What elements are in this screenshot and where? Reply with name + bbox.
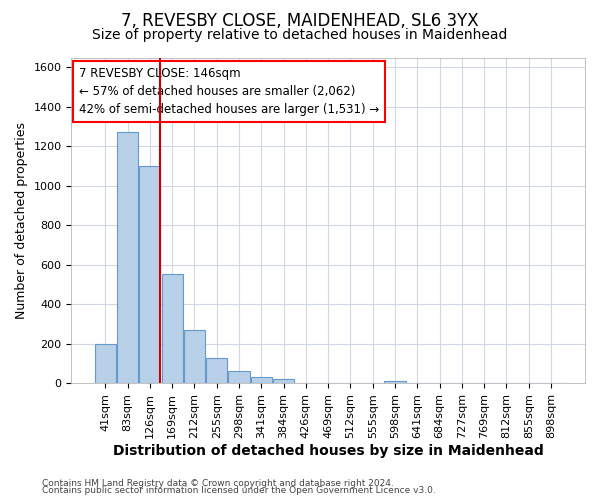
Bar — [206, 358, 227, 383]
Text: 7, REVESBY CLOSE, MAIDENHEAD, SL6 3YX: 7, REVESBY CLOSE, MAIDENHEAD, SL6 3YX — [121, 12, 479, 30]
Text: 7 REVESBY CLOSE: 146sqm
← 57% of detached houses are smaller (2,062)
42% of semi: 7 REVESBY CLOSE: 146sqm ← 57% of detache… — [79, 68, 379, 116]
Bar — [385, 380, 406, 383]
Bar — [229, 372, 250, 383]
Text: Contains HM Land Registry data © Crown copyright and database right 2024.: Contains HM Land Registry data © Crown c… — [42, 478, 394, 488]
Bar — [184, 330, 205, 383]
Text: Size of property relative to detached houses in Maidenhead: Size of property relative to detached ho… — [92, 28, 508, 42]
Bar — [161, 274, 183, 383]
X-axis label: Distribution of detached houses by size in Maidenhead: Distribution of detached houses by size … — [113, 444, 544, 458]
Bar — [251, 377, 272, 383]
Bar — [273, 379, 294, 383]
Text: Contains public sector information licensed under the Open Government Licence v3: Contains public sector information licen… — [42, 486, 436, 495]
Bar — [95, 344, 116, 383]
Bar — [139, 166, 160, 383]
Y-axis label: Number of detached properties: Number of detached properties — [15, 122, 28, 319]
Bar — [117, 132, 138, 383]
